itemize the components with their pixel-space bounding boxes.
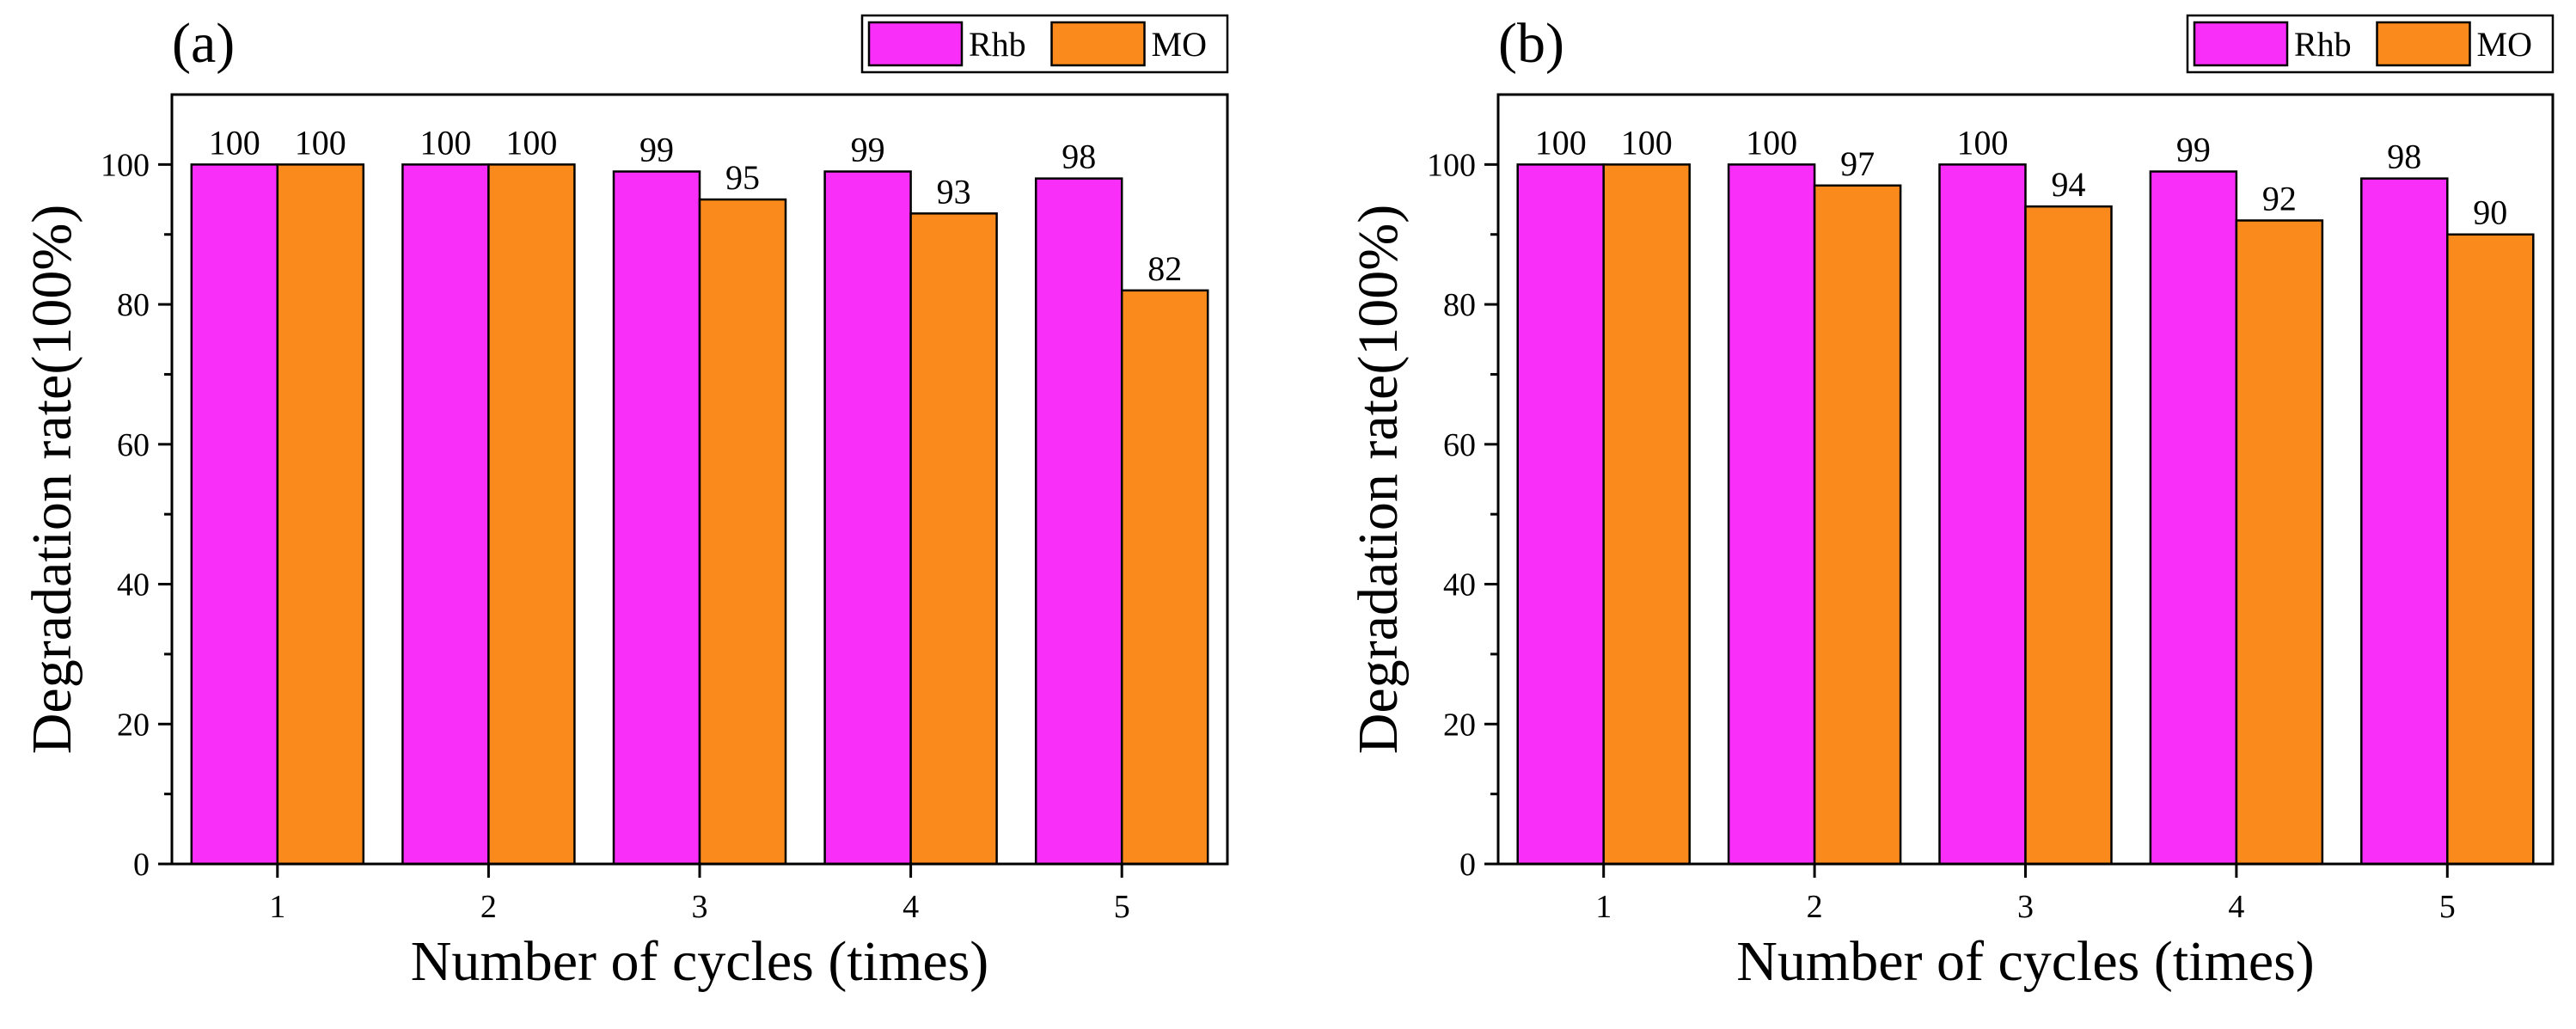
- bar-mo-cycle-1: [1602, 163, 1691, 866]
- data-label-mo-cycle-5: 90: [2473, 193, 2507, 232]
- legend-label-rhb: Rhb: [2294, 25, 2352, 64]
- legend-label-rhb: Rhb: [969, 25, 1026, 64]
- bar-mo-cycle-2: [487, 163, 576, 866]
- legend-label-mo: MO: [2477, 25, 2532, 64]
- legend-swatch-rhb: [2193, 21, 2289, 67]
- data-label-mo-cycle-4: 93: [937, 172, 971, 211]
- bar-mo-cycle-3: [698, 198, 787, 866]
- data-label-rhb-cycle-4: 99: [2176, 131, 2211, 169]
- data-label-rhb-cycle-3: 99: [639, 131, 674, 169]
- data-label-rhb-cycle-2: 100: [419, 123, 471, 162]
- x-tick-label: 1: [269, 889, 285, 925]
- x-tick-label: 2: [480, 889, 497, 925]
- data-label-rhb-cycle-2: 100: [1746, 123, 1797, 162]
- legend: Rhb MO: [860, 14, 1229, 74]
- y-tick-label: 40: [117, 567, 150, 603]
- y-tick-label: 100: [101, 147, 150, 183]
- data-label-rhb-cycle-4: 99: [851, 131, 885, 169]
- y-tick-label: 0: [1459, 847, 1476, 883]
- bar-rhb-cycle-5: [1034, 177, 1123, 866]
- x-tick-label: 4: [2228, 889, 2244, 925]
- panel-label: (a): [172, 12, 235, 75]
- bar-mo-cycle-4: [909, 212, 998, 866]
- x-tick-label: 3: [2017, 889, 2034, 925]
- data-label-rhb-cycle-3: 100: [1957, 123, 2009, 162]
- y-tick-label: 60: [117, 427, 150, 463]
- y-tick-label: 100: [1427, 147, 1476, 183]
- bar-rhb-cycle-5: [2360, 177, 2449, 866]
- data-label-mo-cycle-5: 82: [1147, 249, 1182, 288]
- legend-swatch-rhb: [867, 21, 964, 67]
- bar-mo-cycle-2: [1813, 184, 1902, 866]
- data-label-mo-cycle-3: 94: [2052, 165, 2086, 204]
- data-label-mo-cycle-1: 100: [1621, 123, 1673, 162]
- y-tick-label: 0: [133, 847, 150, 883]
- bar-mo-cycle-3: [2024, 205, 2113, 866]
- bar-rhb-cycle-4: [2149, 170, 2238, 866]
- bar-mo-cycle-4: [2235, 219, 2324, 866]
- y-axis-title: Degradation rate(100%): [1347, 205, 1410, 755]
- chart-panel-1: 100 100 99 99 98 100 100 95 93 82 0 20 40 60 80 100 1 2 3 4…: [21, 12, 1229, 993]
- x-tick-label: 4: [903, 889, 919, 925]
- data-label-mo-cycle-3: 95: [725, 158, 760, 197]
- chart-panel-2: 100 100 100 99 98 100 97 94 92 90 0 20 40 60 80 100 1 2 3 4…: [1347, 12, 2555, 993]
- y-tick-label: 20: [117, 707, 150, 743]
- bar-rhb-cycle-3: [1938, 163, 2027, 866]
- data-label-rhb-cycle-1: 100: [1535, 123, 1587, 162]
- data-label-rhb-cycle-5: 98: [1062, 138, 1096, 176]
- x-tick-label: 2: [1807, 889, 1823, 925]
- data-label-mo-cycle-4: 92: [2262, 179, 2297, 217]
- bar-mo-cycle-5: [1120, 289, 1209, 866]
- legend-swatch-mo: [2376, 21, 2471, 67]
- y-tick-label: 60: [1443, 427, 1476, 463]
- bar-rhb-cycle-4: [823, 170, 912, 866]
- y-axis-title: Degradation rate(100%): [21, 205, 83, 755]
- bar-rhb-cycle-3: [612, 170, 701, 866]
- x-tick-label: 5: [2439, 889, 2456, 925]
- data-label-rhb-cycle-1: 100: [209, 123, 260, 162]
- y-tick-label: 40: [1443, 567, 1476, 603]
- bar-mo-cycle-5: [2446, 233, 2535, 866]
- x-axis-title: Number of cycles (times): [411, 930, 989, 993]
- data-label-mo-cycle-1: 100: [295, 123, 346, 162]
- legend-swatch-mo: [1050, 21, 1146, 67]
- y-tick-label: 80: [1443, 287, 1476, 323]
- x-tick-label: 5: [1114, 889, 1130, 925]
- y-tick-label: 20: [1443, 707, 1476, 743]
- bar-rhb-cycle-2: [401, 163, 490, 866]
- y-tick-label: 80: [117, 287, 150, 323]
- bar-mo-cycle-1: [276, 163, 365, 866]
- x-axis-title: Number of cycles (times): [1736, 930, 2315, 993]
- bar-rhb-cycle-2: [1727, 163, 1816, 866]
- x-tick-label: 1: [1595, 889, 1612, 925]
- panel-label: (b): [1498, 12, 1564, 75]
- data-label-mo-cycle-2: 97: [1840, 144, 1875, 183]
- x-tick-label: 3: [692, 889, 708, 925]
- bar-rhb-cycle-1: [190, 163, 279, 866]
- data-label-rhb-cycle-5: 98: [2387, 138, 2421, 176]
- legend-label-mo: MO: [1152, 25, 1207, 64]
- bar-rhb-cycle-1: [1516, 163, 1605, 866]
- legend: Rhb MO: [2186, 14, 2555, 74]
- data-label-mo-cycle-2: 100: [505, 123, 557, 162]
